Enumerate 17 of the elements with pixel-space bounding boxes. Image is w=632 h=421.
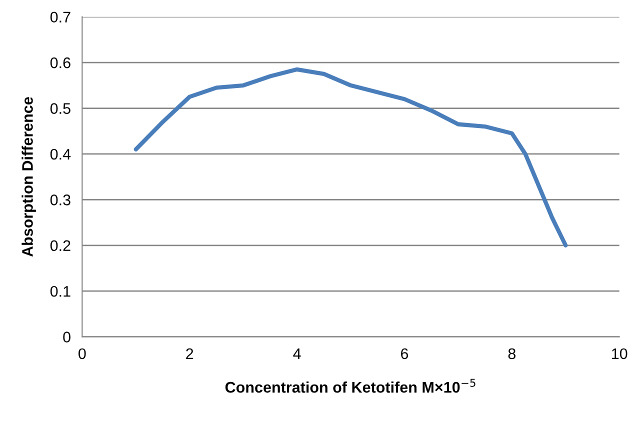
y-tick-label: 0.2 (50, 240, 70, 252)
x-tick-label: 10 (612, 348, 628, 360)
y-tick-label: 0.4 (50, 148, 71, 160)
x-axis-title: Concentration of Ketotifen M×10$^{−5}$ (225, 378, 476, 393)
x-tick-label: 8 (508, 348, 516, 360)
y-axis-title: Absorption Difference (22, 97, 36, 257)
x-tick-label: 6 (401, 348, 408, 360)
y-tick-label: 0.1 (50, 286, 70, 297)
y-tick-label: 0.3 (50, 194, 70, 206)
y-tick-label: 0 (63, 332, 70, 342)
y-tick-label: 0.5 (50, 103, 70, 114)
line-series (134, 67, 568, 248)
x-tick-label: 2 (186, 348, 194, 359)
y-tick-label: 0.7 (50, 12, 70, 23)
x-tick-label: 0 (78, 348, 86, 360)
y-tick-label: 0.6 (50, 57, 70, 68)
x-tick-label: 4 (293, 348, 301, 359)
